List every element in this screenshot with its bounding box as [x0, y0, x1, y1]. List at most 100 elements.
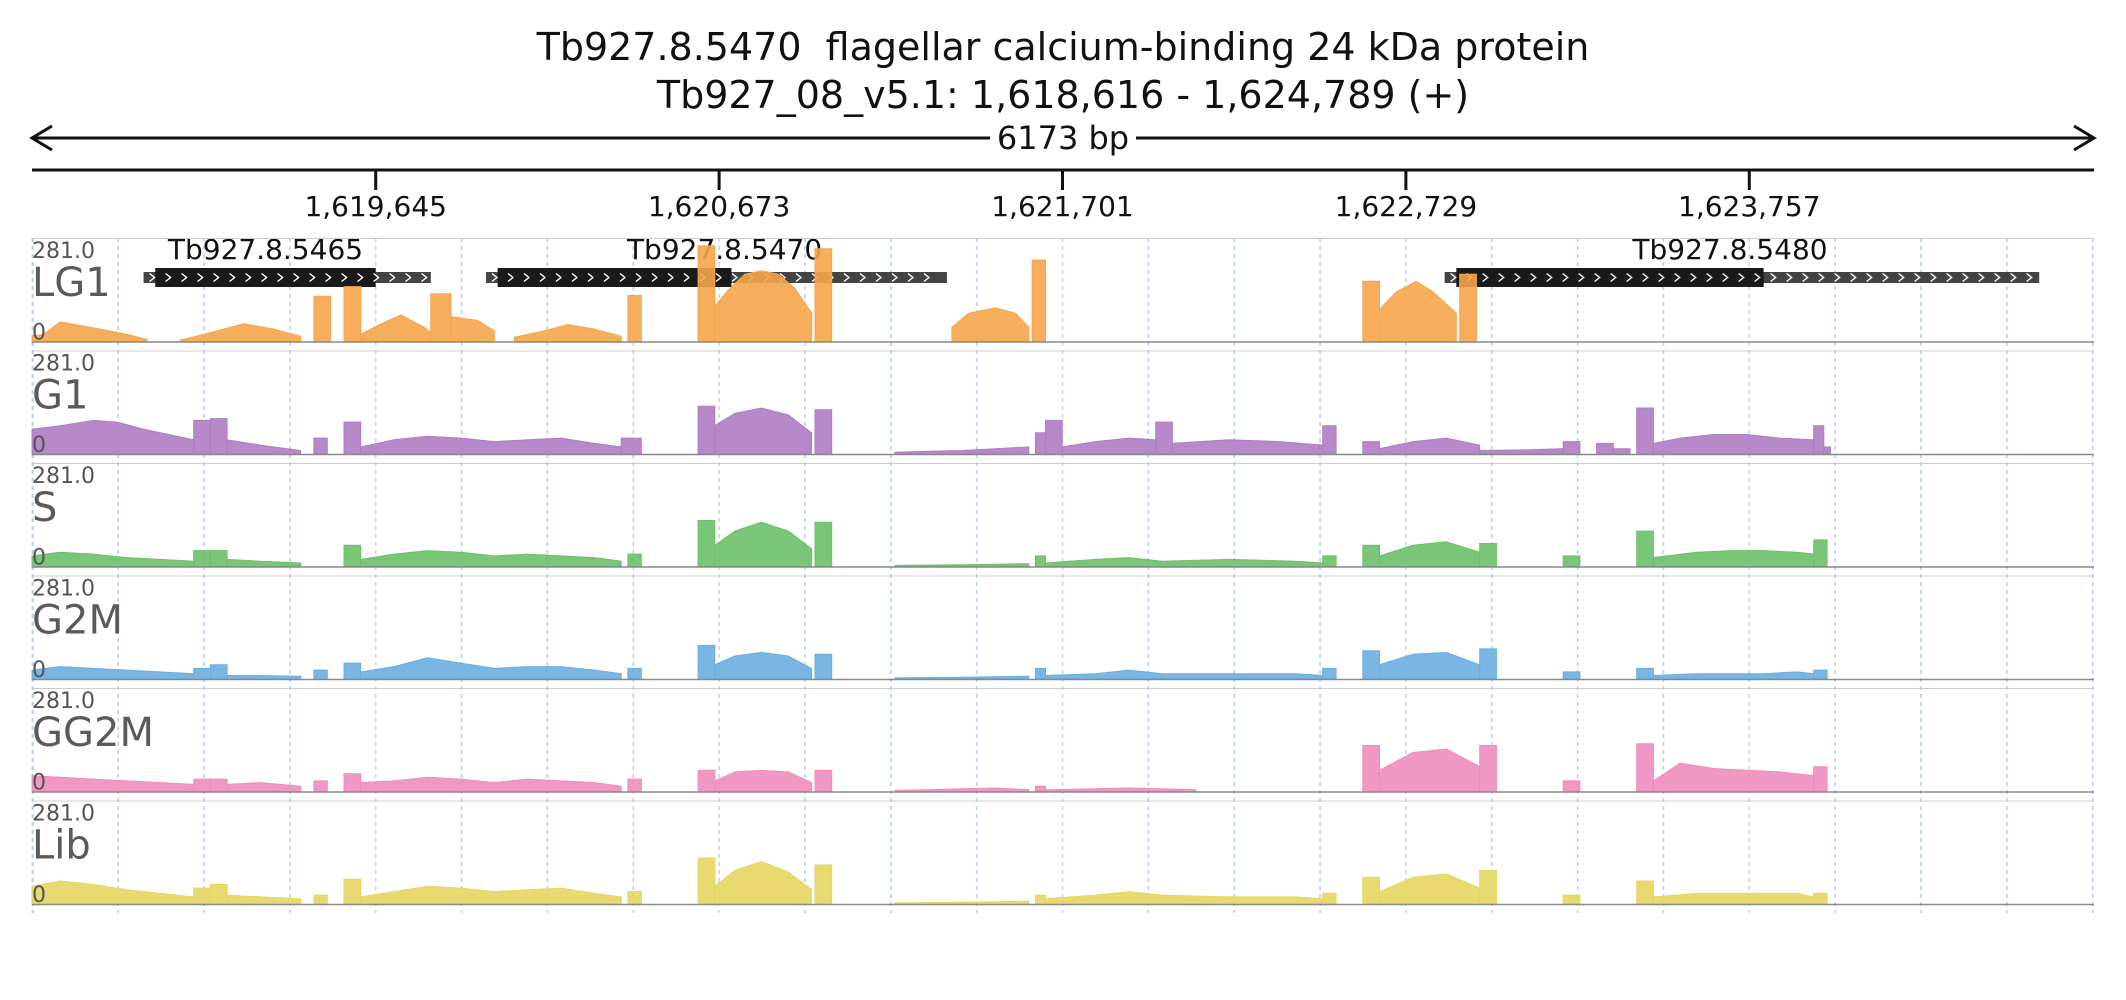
strand-arrow-icon [907, 272, 915, 283]
coverage-area [31, 551, 195, 567]
coverage-area [360, 776, 622, 792]
coverage-area [31, 321, 148, 342]
coverage-area [894, 900, 1030, 905]
coverage-area [814, 409, 833, 455]
coverage-area [627, 295, 642, 342]
track-name-label: Lib [32, 823, 91, 869]
coverage-area [343, 286, 362, 342]
strand-arrows [149, 272, 428, 283]
coverage-area [951, 307, 1030, 342]
coverage-area [1362, 876, 1380, 905]
track-name-label: G2M [32, 598, 123, 644]
track-zero-label: 0 [32, 883, 46, 908]
strand-arrow-icon [1514, 272, 1521, 283]
coverage-area [1562, 671, 1581, 680]
coverage-area [193, 550, 211, 567]
strand-arrow-icon [1818, 272, 1825, 283]
coverage-area [697, 405, 716, 455]
coverage-area [193, 887, 211, 905]
coverage-area [894, 563, 1030, 567]
strand-arrow-icon [1866, 272, 1873, 283]
gene-feature[interactable]: Tb927.8.5480 [1444, 233, 2040, 287]
coverage-area [1379, 437, 1481, 455]
strand-arrow-icon [1754, 272, 1761, 283]
coverage-area [360, 885, 622, 905]
coverage-area [1362, 745, 1380, 792]
coverage-area [1034, 555, 1046, 567]
track-max-label: 281.0 [32, 464, 95, 489]
coverage-area [1045, 669, 1324, 680]
strand-arrow-icon [571, 272, 579, 283]
gene-label: Tb927.8.5480 [1631, 233, 1827, 266]
gene-feature[interactable]: Tb927.8.5470 [485, 233, 947, 287]
coverage-area [1322, 555, 1337, 567]
strand-arrow-icon [555, 272, 563, 283]
coverage-area [1612, 448, 1631, 455]
strand-arrow-icon [1610, 272, 1617, 283]
span-indicator: 6173 bp [29, 119, 2097, 157]
coverage-area [1636, 880, 1654, 905]
strand-arrow-icon [229, 272, 236, 283]
coverage-area [1379, 748, 1481, 792]
strand-arrow-icon [181, 272, 188, 283]
strand-arrow-icon [731, 272, 739, 283]
coverage-area [627, 778, 642, 792]
strand-arrow-icon [1578, 272, 1585, 283]
x-tick-label: 1,620,673 [648, 190, 791, 223]
coverage-area [1045, 787, 1197, 792]
gene-cds [1456, 268, 1764, 287]
coverage-area [450, 316, 495, 342]
coverage-area [1362, 280, 1380, 342]
coverage-area [1155, 421, 1173, 455]
strand-arrow-icon [1674, 272, 1681, 283]
coverage-area [1823, 446, 1831, 455]
coverage-area [697, 769, 716, 792]
coverage-area [627, 667, 642, 680]
coverage-area [1479, 543, 1497, 567]
coverage-area [1813, 669, 1828, 680]
strand-arrow-icon [651, 272, 659, 283]
coverage-area [1636, 667, 1654, 680]
x-tick-label: 1,623,757 [1678, 190, 1821, 223]
strand-arrow-icon [1546, 272, 1553, 283]
coverage-area [1652, 762, 1815, 792]
strand-arrow-icon [1978, 272, 1985, 283]
strand-arrow-icon [373, 272, 380, 283]
coverage-area [814, 769, 833, 792]
coverage-area [714, 521, 813, 567]
coverage-area [620, 437, 642, 455]
strand-arrow-icon [389, 272, 396, 283]
coverage-area [814, 248, 833, 342]
strand-arrow-icon [1786, 272, 1793, 283]
strand-arrow-icon [2026, 272, 2033, 283]
strand-arrow-icon [341, 272, 348, 283]
coverage-area [343, 773, 362, 792]
coverage-area [179, 323, 302, 342]
track-name-label: GG2M [32, 710, 154, 756]
coverage-area [1636, 743, 1654, 792]
coverage-area [1379, 541, 1481, 567]
coverage-area [193, 667, 211, 680]
strand-arrow-icon [325, 272, 332, 283]
track-gg2m: 281.0 0 GG2M [31, 688, 2094, 796]
coverage-area [1813, 539, 1828, 567]
coverage-area [209, 550, 228, 567]
track-name-label: G1 [32, 373, 88, 419]
coverage-area [430, 293, 452, 342]
coverage-area [31, 880, 195, 905]
coverage-area [360, 550, 622, 567]
coverage-area [313, 295, 332, 342]
gene-cds [497, 268, 732, 287]
coverage-area [714, 651, 813, 680]
coverage-area [1479, 648, 1497, 680]
strand-arrow-icon [1498, 272, 1505, 283]
coverage-area [343, 421, 362, 455]
strand-arrow-icon [1530, 272, 1537, 283]
gene-feature[interactable]: Tb927.8.5465 [143, 233, 431, 287]
strand-arrow-icon [1898, 272, 1905, 283]
x-tick-label: 1,619,645 [304, 190, 447, 223]
strand-arrow-icon [1882, 272, 1889, 283]
strand-arrow-icon [1834, 272, 1841, 283]
gene-track: Tb927.8.5465 Tb927.8.5470 Tb927.8.5480 [143, 233, 2040, 287]
